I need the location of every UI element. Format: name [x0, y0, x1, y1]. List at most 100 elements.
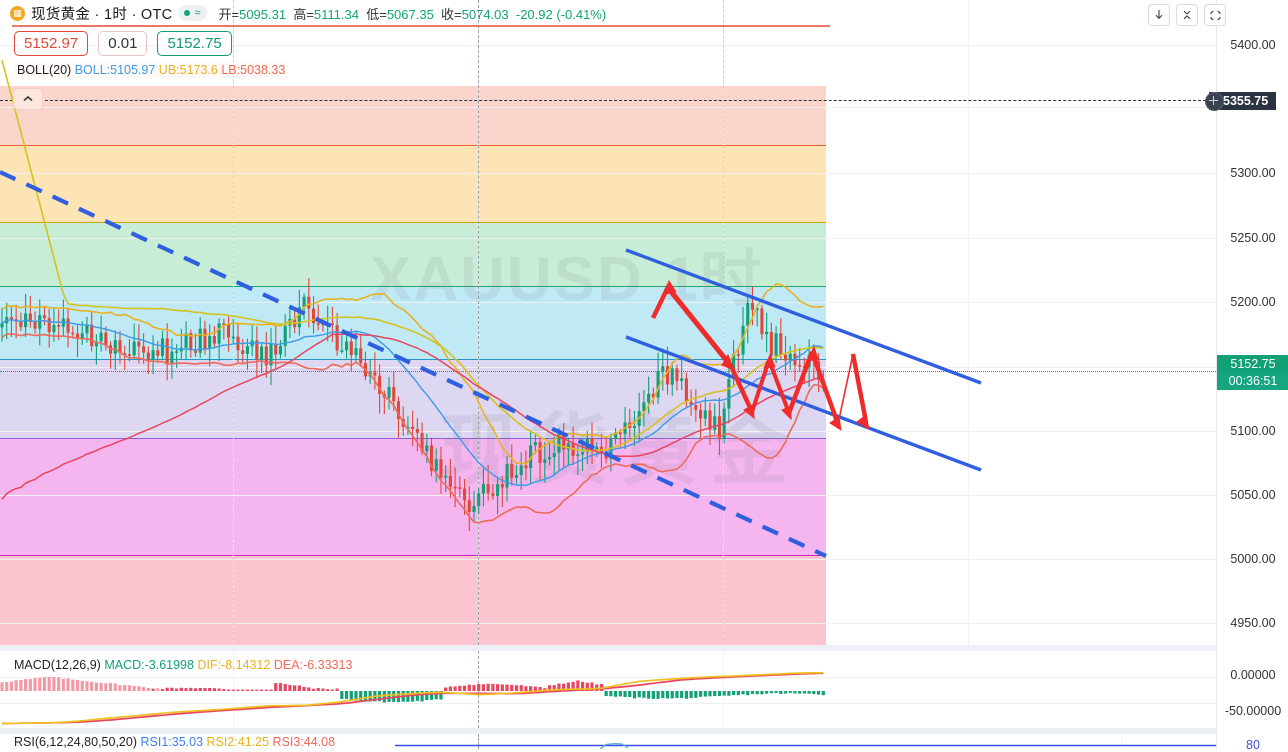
macd-pane[interactable]: MACD(12,26,9) MACD:-3.61998 DIF:-8.14312… — [0, 651, 1216, 728]
boll-name: BOLL(20) — [17, 63, 72, 77]
pane-separator-2 — [0, 728, 1288, 734]
macd-dif-value: DIF:-8.14312 — [197, 658, 271, 672]
rsi-axis-tick-0: 80 — [1246, 738, 1260, 752]
descending-dashed-trendline[interactable] — [0, 170, 827, 558]
trend-channel[interactable] — [625, 248, 982, 472]
channel-lower-line — [625, 335, 982, 472]
quote-legend: 5152.97 0.01 5152.75 — [14, 31, 232, 56]
macd-series-svg — [0, 671, 825, 725]
gridline-h-0 — [0, 45, 1216, 46]
boll-upper-line — [1, 283, 824, 465]
gridline-h-8 — [0, 559, 1216, 560]
macd-dea-line — [1, 672, 824, 725]
zone-green — [0, 223, 826, 287]
price-pane[interactable]: XAUUSD 1时 现货黄金 — [0, 0, 1216, 645]
axis-tick-7: 4950.00 — [1230, 616, 1276, 630]
moving-average-slow — [1, 333, 824, 500]
axis-tick-4: 5100.00 — [1230, 424, 1276, 438]
gridline-v-3 — [968, 0, 969, 645]
rsi-series-svg — [395, 742, 1216, 749]
gridline-v-2 — [723, 0, 724, 645]
axis-tick-1: 5300.00 — [1230, 166, 1276, 180]
low-value: 5067.35 — [386, 6, 434, 22]
countdown-badge: 00:36:51 — [1217, 372, 1288, 390]
change-value: -20.92 (-0.41%) — [515, 6, 607, 22]
axis-tick-5: 5050.00 — [1230, 488, 1276, 502]
forecast-zigzag-arrows[interactable] — [650, 279, 870, 432]
macd-dif-line — [1, 671, 824, 725]
session-divider-main — [478, 0, 479, 645]
symbol-title[interactable]: 现货黄金 · 1时 · OTC — [31, 6, 173, 23]
rsi-curve-1 — [599, 742, 629, 749]
gridline-h-2 — [0, 173, 1216, 174]
gridline-h-4 — [0, 302, 1216, 303]
chevron-up-icon — [23, 95, 33, 102]
current-price-badge[interactable]: 5152.75 — [1217, 355, 1288, 373]
zone-orange — [0, 146, 826, 223]
price-axis[interactable]: 5400.00 5300.00 5250.00 5200.00 5100.00 … — [1209, 0, 1288, 752]
zone-pink-bottom — [0, 556, 826, 645]
gridline-h-5 — [0, 367, 1216, 368]
axis-tick-0: 5400.00 — [1230, 38, 1276, 52]
header-divider — [12, 25, 830, 27]
rsi1-value: RSI1:35.03 — [140, 735, 204, 749]
chart-toolbar — [1148, 4, 1226, 26]
open-label: 开= — [218, 6, 240, 22]
axis-tick-6: 5000.00 — [1230, 552, 1276, 566]
spread-box: 0.01 — [98, 31, 148, 56]
high-value: 5111.34 — [313, 6, 359, 22]
gridline-h-1 — [0, 107, 1216, 108]
macd-histogram — [0, 676, 825, 703]
fullscreen-icon — [1209, 10, 1221, 20]
gridline-h-9 — [0, 623, 1216, 624]
macd-axis-tick-0: 0.00000 — [1230, 668, 1276, 682]
high-marker-badge[interactable]: 5355.75 — [1209, 92, 1277, 110]
macd-name: MACD(12,26,9) — [14, 658, 101, 672]
open-value: 5095.31 — [239, 6, 287, 22]
gridline-h-3 — [0, 238, 1216, 239]
price-zones — [0, 86, 826, 645]
fullscreen-button[interactable] — [1204, 4, 1226, 26]
collapse-icon — [1183, 10, 1191, 20]
channel-upper-line — [625, 248, 982, 385]
macd-legend[interactable]: MACD(12,26,9) MACD:-3.61998 DIF:-8.14312… — [14, 658, 352, 672]
boll-mid-value: BOLL:5105.97 — [74, 63, 156, 77]
current-price-line — [0, 371, 1216, 372]
pane-collapse-button[interactable] — [13, 88, 43, 110]
collapse-button[interactable] — [1176, 4, 1198, 26]
status-wave-icon: ≈ — [194, 7, 201, 19]
boll-legend[interactable]: BOLL(20) BOLL:5105.97 UB:5173.6 LB:5038.… — [14, 62, 289, 78]
gridline-h-7 — [0, 495, 1216, 496]
add-alert-icon[interactable] — [1205, 92, 1224, 111]
rsi-legend[interactable]: RSI(6,12,24,80,50,20) RSI1:35.03 RSI2:41… — [14, 735, 335, 749]
axis-tick-2: 5250.00 — [1230, 231, 1276, 245]
download-arrow-icon — [1155, 10, 1163, 20]
ask-price-box[interactable]: 5152.97 — [14, 31, 89, 56]
boll-mid-line — [1, 319, 824, 487]
macd-dea-value: DEA:-6.33313 — [273, 658, 353, 672]
close-label: 收= — [441, 6, 462, 22]
axis-tick-3: 5200.00 — [1230, 295, 1276, 309]
rsi-name: RSI(6,12,24,80,50,20) — [14, 735, 137, 749]
gold-bar-icon: ▦ — [10, 5, 25, 21]
rsi2-value: RSI2:41.25 — [206, 735, 270, 749]
close-value: 5074.03 — [461, 6, 509, 22]
high-marker-line — [0, 100, 1216, 101]
zone-magenta — [0, 439, 826, 556]
boll-lower-value: LB:5038.33 — [221, 63, 286, 77]
high-label: 高= — [293, 6, 314, 22]
boll-lower-line — [1, 333, 824, 524]
drawing-overlay[interactable] — [0, 0, 1216, 645]
rsi-pane[interactable]: RSI(6,12,24,80,50,20) RSI1:35.03 RSI2:41… — [0, 734, 1216, 749]
low-label: 低= — [366, 6, 387, 22]
price-series-svg — [0, 59, 825, 532]
gridline-h-6 — [0, 431, 1216, 432]
macd-value: MACD:-3.61998 — [104, 658, 194, 672]
status-badge: ≈ — [178, 5, 207, 21]
rsi3-value: RSI3:44.08 — [272, 735, 336, 749]
bid-price-box[interactable]: 5152.75 — [157, 31, 232, 56]
pane-separator-1 — [0, 645, 1288, 651]
ohlc-readout: 开=5095.31 高=5111.34 低=5067.35 收=5074.03 … — [219, 4, 607, 23]
download-button[interactable] — [1148, 4, 1170, 26]
